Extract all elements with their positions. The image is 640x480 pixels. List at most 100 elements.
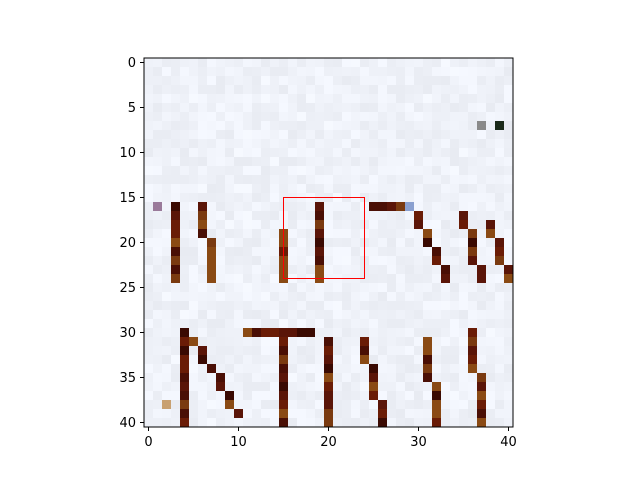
image-pixel [387, 373, 397, 383]
image-pixel [198, 211, 208, 221]
image-pixel [252, 94, 262, 104]
image-pixel [270, 310, 280, 320]
x-tick-label: 40 [500, 435, 517, 450]
image-pixel [450, 310, 460, 320]
image-pixel [387, 283, 397, 293]
image-pixel [351, 301, 361, 311]
image-pixel [441, 121, 451, 131]
image-pixel [477, 283, 487, 293]
image-pixel [441, 283, 451, 293]
image-pixel [189, 256, 199, 266]
image-pixel [486, 157, 496, 167]
image-pixel [378, 364, 388, 374]
image-pixel [324, 211, 334, 221]
image-pixel [162, 391, 172, 401]
image-pixel [153, 346, 163, 356]
image-pixel [333, 85, 343, 95]
image-pixel [153, 166, 163, 176]
image-pixel [477, 103, 487, 113]
image-pixel [225, 256, 235, 266]
image-pixel [423, 157, 433, 167]
image-pixel [252, 166, 262, 176]
image-pixel [405, 256, 415, 266]
image-pixel [441, 103, 451, 113]
image-pixel [306, 328, 316, 338]
image-pixel [153, 76, 163, 86]
image-pixel [459, 400, 469, 410]
image-pixel [315, 247, 325, 257]
image-pixel [225, 346, 235, 356]
image-pixel [216, 184, 226, 194]
image-pixel [477, 157, 487, 167]
image-pixel [387, 418, 397, 428]
image-pixel [360, 382, 370, 392]
image-pixel [216, 328, 226, 338]
image-pixel [162, 409, 172, 419]
image-pixel [495, 58, 505, 68]
image-pixel [441, 364, 451, 374]
image-pixel [369, 121, 379, 131]
image-pixel [378, 310, 388, 320]
image-pixel [243, 301, 253, 311]
image-pixel [261, 220, 271, 230]
image-pixel [171, 319, 181, 329]
image-pixel [369, 328, 379, 338]
image-pixel [243, 292, 253, 302]
image-pixel [180, 202, 190, 212]
image-pixel [252, 301, 262, 311]
image-pixel [198, 247, 208, 257]
image-pixel [144, 76, 154, 86]
image-pixel [405, 400, 415, 410]
image-pixel [252, 310, 262, 320]
image-pixel [297, 121, 307, 131]
image-pixel [225, 247, 235, 257]
image-pixel [270, 328, 280, 338]
image-pixel [387, 409, 397, 419]
image-pixel [405, 220, 415, 230]
image-pixel [405, 112, 415, 122]
image-pixel [171, 175, 181, 185]
image-pixel [396, 229, 406, 239]
image-pixel [252, 130, 262, 140]
image-pixel [297, 346, 307, 356]
image-pixel [315, 157, 325, 167]
image-pixel [180, 67, 190, 77]
image-pixel [459, 373, 469, 383]
image-pixel [378, 139, 388, 149]
image-pixel [369, 202, 379, 212]
image-pixel [162, 229, 172, 239]
image-pixel [144, 256, 154, 266]
image-pixel [144, 328, 154, 338]
image-pixel [405, 148, 415, 158]
image-pixel [198, 274, 208, 284]
image-pixel [306, 391, 316, 401]
image-pixel [144, 166, 154, 176]
x-axis: 0 10 20 30 40 [144, 427, 517, 450]
image-pixel [414, 247, 424, 257]
image-pixel [216, 130, 226, 140]
image-pixel [396, 373, 406, 383]
image-pixel [306, 337, 316, 347]
image-pixel [324, 121, 334, 131]
image-pixel [270, 355, 280, 365]
image-pixel [432, 130, 442, 140]
image-pixel [315, 355, 325, 365]
image-pixel [486, 130, 496, 140]
image-pixel [261, 355, 271, 365]
image-pixel [450, 292, 460, 302]
image-pixel [405, 355, 415, 365]
image-pixel [234, 184, 244, 194]
image-pixel [207, 301, 217, 311]
image-pixel [504, 157, 514, 167]
image-pixel [342, 94, 352, 104]
image-pixel [450, 400, 460, 410]
image-pixel [468, 301, 478, 311]
image-pixel [486, 184, 496, 194]
image-pixel [198, 103, 208, 113]
image-pixel [414, 328, 424, 338]
image-pixel [378, 103, 388, 113]
image-pixel [495, 85, 505, 95]
image-pixel [378, 184, 388, 194]
image-pixel [459, 157, 469, 167]
image-pixel [189, 265, 199, 275]
